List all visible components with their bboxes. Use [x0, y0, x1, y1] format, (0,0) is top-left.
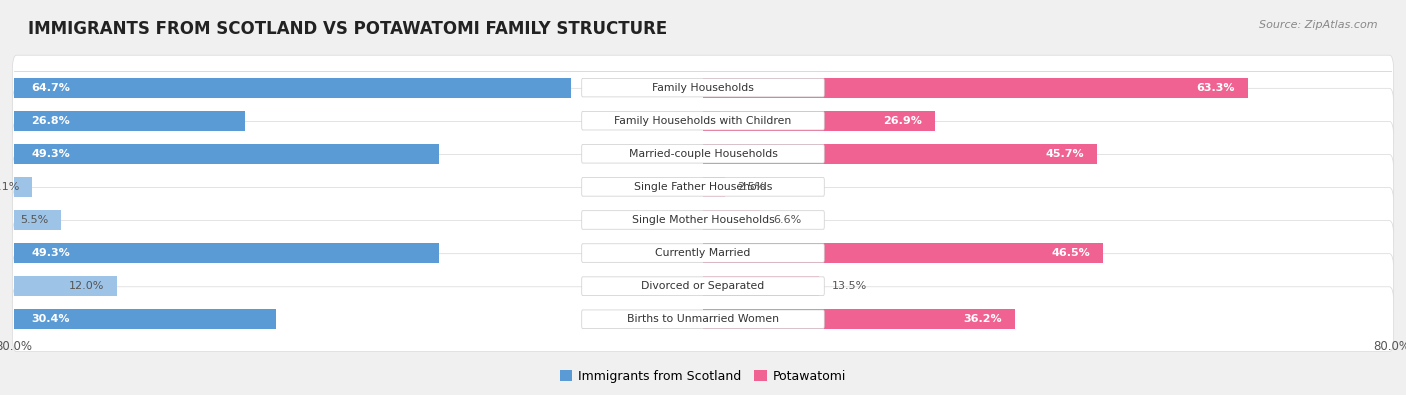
Text: 63.3%: 63.3%	[1197, 83, 1236, 93]
Text: 26.9%: 26.9%	[883, 116, 922, 126]
Text: 12.0%: 12.0%	[69, 281, 104, 291]
Legend: Immigrants from Scotland, Potawatomi: Immigrants from Scotland, Potawatomi	[555, 365, 851, 388]
FancyBboxPatch shape	[13, 55, 1393, 120]
Text: 6.6%: 6.6%	[773, 215, 801, 225]
Bar	[14, 111, 245, 131]
Bar	[703, 111, 935, 131]
Bar	[703, 309, 1015, 329]
FancyBboxPatch shape	[13, 287, 1393, 352]
Bar	[14, 144, 439, 164]
Text: 36.2%: 36.2%	[963, 314, 1002, 324]
Bar	[14, 177, 32, 197]
Text: Single Mother Households: Single Mother Households	[631, 215, 775, 225]
FancyBboxPatch shape	[582, 310, 824, 329]
Text: 2.5%: 2.5%	[738, 182, 766, 192]
Text: Family Households with Children: Family Households with Children	[614, 116, 792, 126]
Bar	[703, 177, 724, 197]
Text: Source: ZipAtlas.com: Source: ZipAtlas.com	[1260, 20, 1378, 30]
FancyBboxPatch shape	[13, 154, 1393, 219]
Text: Divorced or Separated: Divorced or Separated	[641, 281, 765, 291]
FancyBboxPatch shape	[13, 254, 1393, 318]
Bar	[703, 243, 1104, 263]
Bar	[14, 276, 117, 296]
Bar	[14, 78, 571, 98]
Text: IMMIGRANTS FROM SCOTLAND VS POTAWATOMI FAMILY STRUCTURE: IMMIGRANTS FROM SCOTLAND VS POTAWATOMI F…	[28, 20, 668, 38]
Bar	[14, 309, 276, 329]
Text: 30.4%: 30.4%	[31, 314, 70, 324]
FancyBboxPatch shape	[582, 211, 824, 229]
FancyBboxPatch shape	[582, 78, 824, 97]
Bar	[703, 210, 759, 230]
Text: 46.5%: 46.5%	[1052, 248, 1091, 258]
Text: 13.5%: 13.5%	[832, 281, 868, 291]
Text: 5.5%: 5.5%	[20, 215, 48, 225]
Bar	[703, 144, 1097, 164]
FancyBboxPatch shape	[13, 88, 1393, 153]
Text: Single Father Households: Single Father Households	[634, 182, 772, 192]
Text: 64.7%: 64.7%	[31, 83, 70, 93]
Text: 49.3%: 49.3%	[31, 248, 70, 258]
FancyBboxPatch shape	[13, 221, 1393, 286]
Text: 49.3%: 49.3%	[31, 149, 70, 159]
FancyBboxPatch shape	[582, 178, 824, 196]
FancyBboxPatch shape	[582, 244, 824, 262]
FancyBboxPatch shape	[13, 188, 1393, 252]
FancyBboxPatch shape	[13, 121, 1393, 186]
Text: Currently Married: Currently Married	[655, 248, 751, 258]
Text: 2.1%: 2.1%	[0, 182, 20, 192]
Bar	[14, 210, 62, 230]
Bar	[14, 243, 439, 263]
Bar	[703, 276, 820, 296]
Text: Married-couple Households: Married-couple Households	[628, 149, 778, 159]
FancyBboxPatch shape	[582, 145, 824, 163]
Text: 26.8%: 26.8%	[31, 116, 70, 126]
Bar	[703, 78, 1249, 98]
FancyBboxPatch shape	[582, 111, 824, 130]
Text: 45.7%: 45.7%	[1045, 149, 1084, 159]
Text: Family Households: Family Households	[652, 83, 754, 93]
FancyBboxPatch shape	[582, 277, 824, 295]
Text: Births to Unmarried Women: Births to Unmarried Women	[627, 314, 779, 324]
